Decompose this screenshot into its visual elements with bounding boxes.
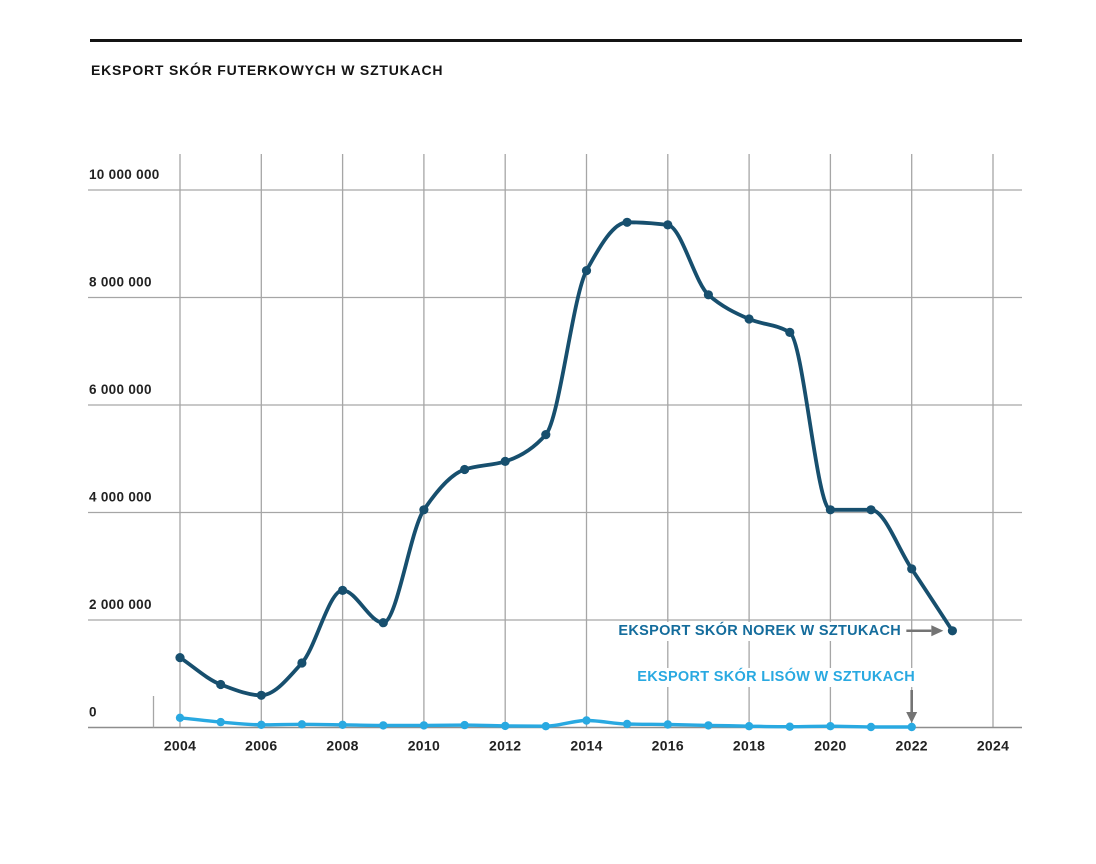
y-tick-label: 4 000 000 [89,490,152,505]
x-tick-label: 2010 [408,738,440,754]
data-point-lisow-2008 [338,720,347,729]
data-point-norek-2023 [947,626,958,636]
data-point-lisow-2022 [907,722,916,732]
data-point-lisow-2015 [622,719,632,729]
data-point-lisow-2004 [175,713,185,722]
data-point-lisow-2010 [419,721,429,730]
x-tick-label: 2008 [326,738,358,754]
annotation-norek-label: EKSPORT SKÓR NOREK W SZTUKACH [615,622,904,641]
x-tick-label: 2022 [896,738,928,754]
x-tick-label: 2020 [814,738,846,754]
x-tick-label: 2012 [489,738,521,754]
x-tick-label: 2004 [164,738,196,754]
data-point-norek-2017 [703,290,714,300]
x-tick-label: 2006 [245,738,277,754]
data-point-lisow-2019 [785,722,794,731]
data-point-lisow-2005 [216,717,225,727]
data-point-lisow-2007 [297,720,307,729]
data-point-norek-2013 [541,430,551,440]
data-point-norek-2020 [825,505,836,515]
x-tick-label: 2024 [977,738,1009,754]
data-point-lisow-2020 [826,722,835,731]
data-point-lisow-2021 [866,722,876,732]
data-point-norek-2022 [907,564,917,574]
y-tick-label: 10 000 000 [89,167,160,182]
right-arrow-icon [931,625,944,637]
data-point-norek-2019 [785,327,795,337]
y-tick-label: 2 000 000 [89,597,152,612]
data-point-norek-2004 [175,653,185,663]
data-point-norek-2018 [744,314,754,324]
data-point-norek-2008 [338,585,348,596]
data-point-lisow-2009 [379,721,388,730]
data-point-norek-2012 [500,456,510,466]
data-point-lisow-2011 [460,720,469,730]
y-tick-label: 0 [89,705,97,720]
data-point-lisow-2016 [663,720,672,729]
data-point-norek-2006 [256,690,266,700]
data-point-norek-2021 [866,505,876,515]
data-point-lisow-2013 [541,722,550,731]
data-point-lisow-2018 [744,722,754,731]
x-tick-label: 2018 [733,738,765,754]
y-tick-label: 6 000 000 [89,382,152,397]
chart-title: EKSPORT SKÓR FUTERKOWYCH W SZTUKACH [91,62,444,78]
down-arrow-icon [906,712,918,723]
data-point-norek-2016 [663,220,673,230]
data-point-norek-2009 [378,618,388,628]
data-point-norek-2005 [216,679,226,690]
series-line-norek [178,220,955,698]
y-tick-label: 8 000 000 [89,275,152,290]
x-tick-label: 2014 [570,738,602,754]
data-point-norek-2015 [622,217,632,227]
data-point-lisow-2006 [257,720,266,729]
data-point-norek-2014 [581,266,592,276]
x-tick-label: 2016 [652,738,684,754]
data-point-norek-2007 [297,658,307,668]
data-point-lisow-2012 [501,721,510,731]
data-point-norek-2010 [419,505,429,515]
title-rule [90,39,1022,43]
data-point-lisow-2017 [704,721,713,730]
annotation-lisow-label: EKSPORT SKÓR LISÓW W SZTUKACH [634,668,918,687]
data-point-lisow-2014 [582,716,591,725]
data-point-norek-2011 [460,464,470,475]
